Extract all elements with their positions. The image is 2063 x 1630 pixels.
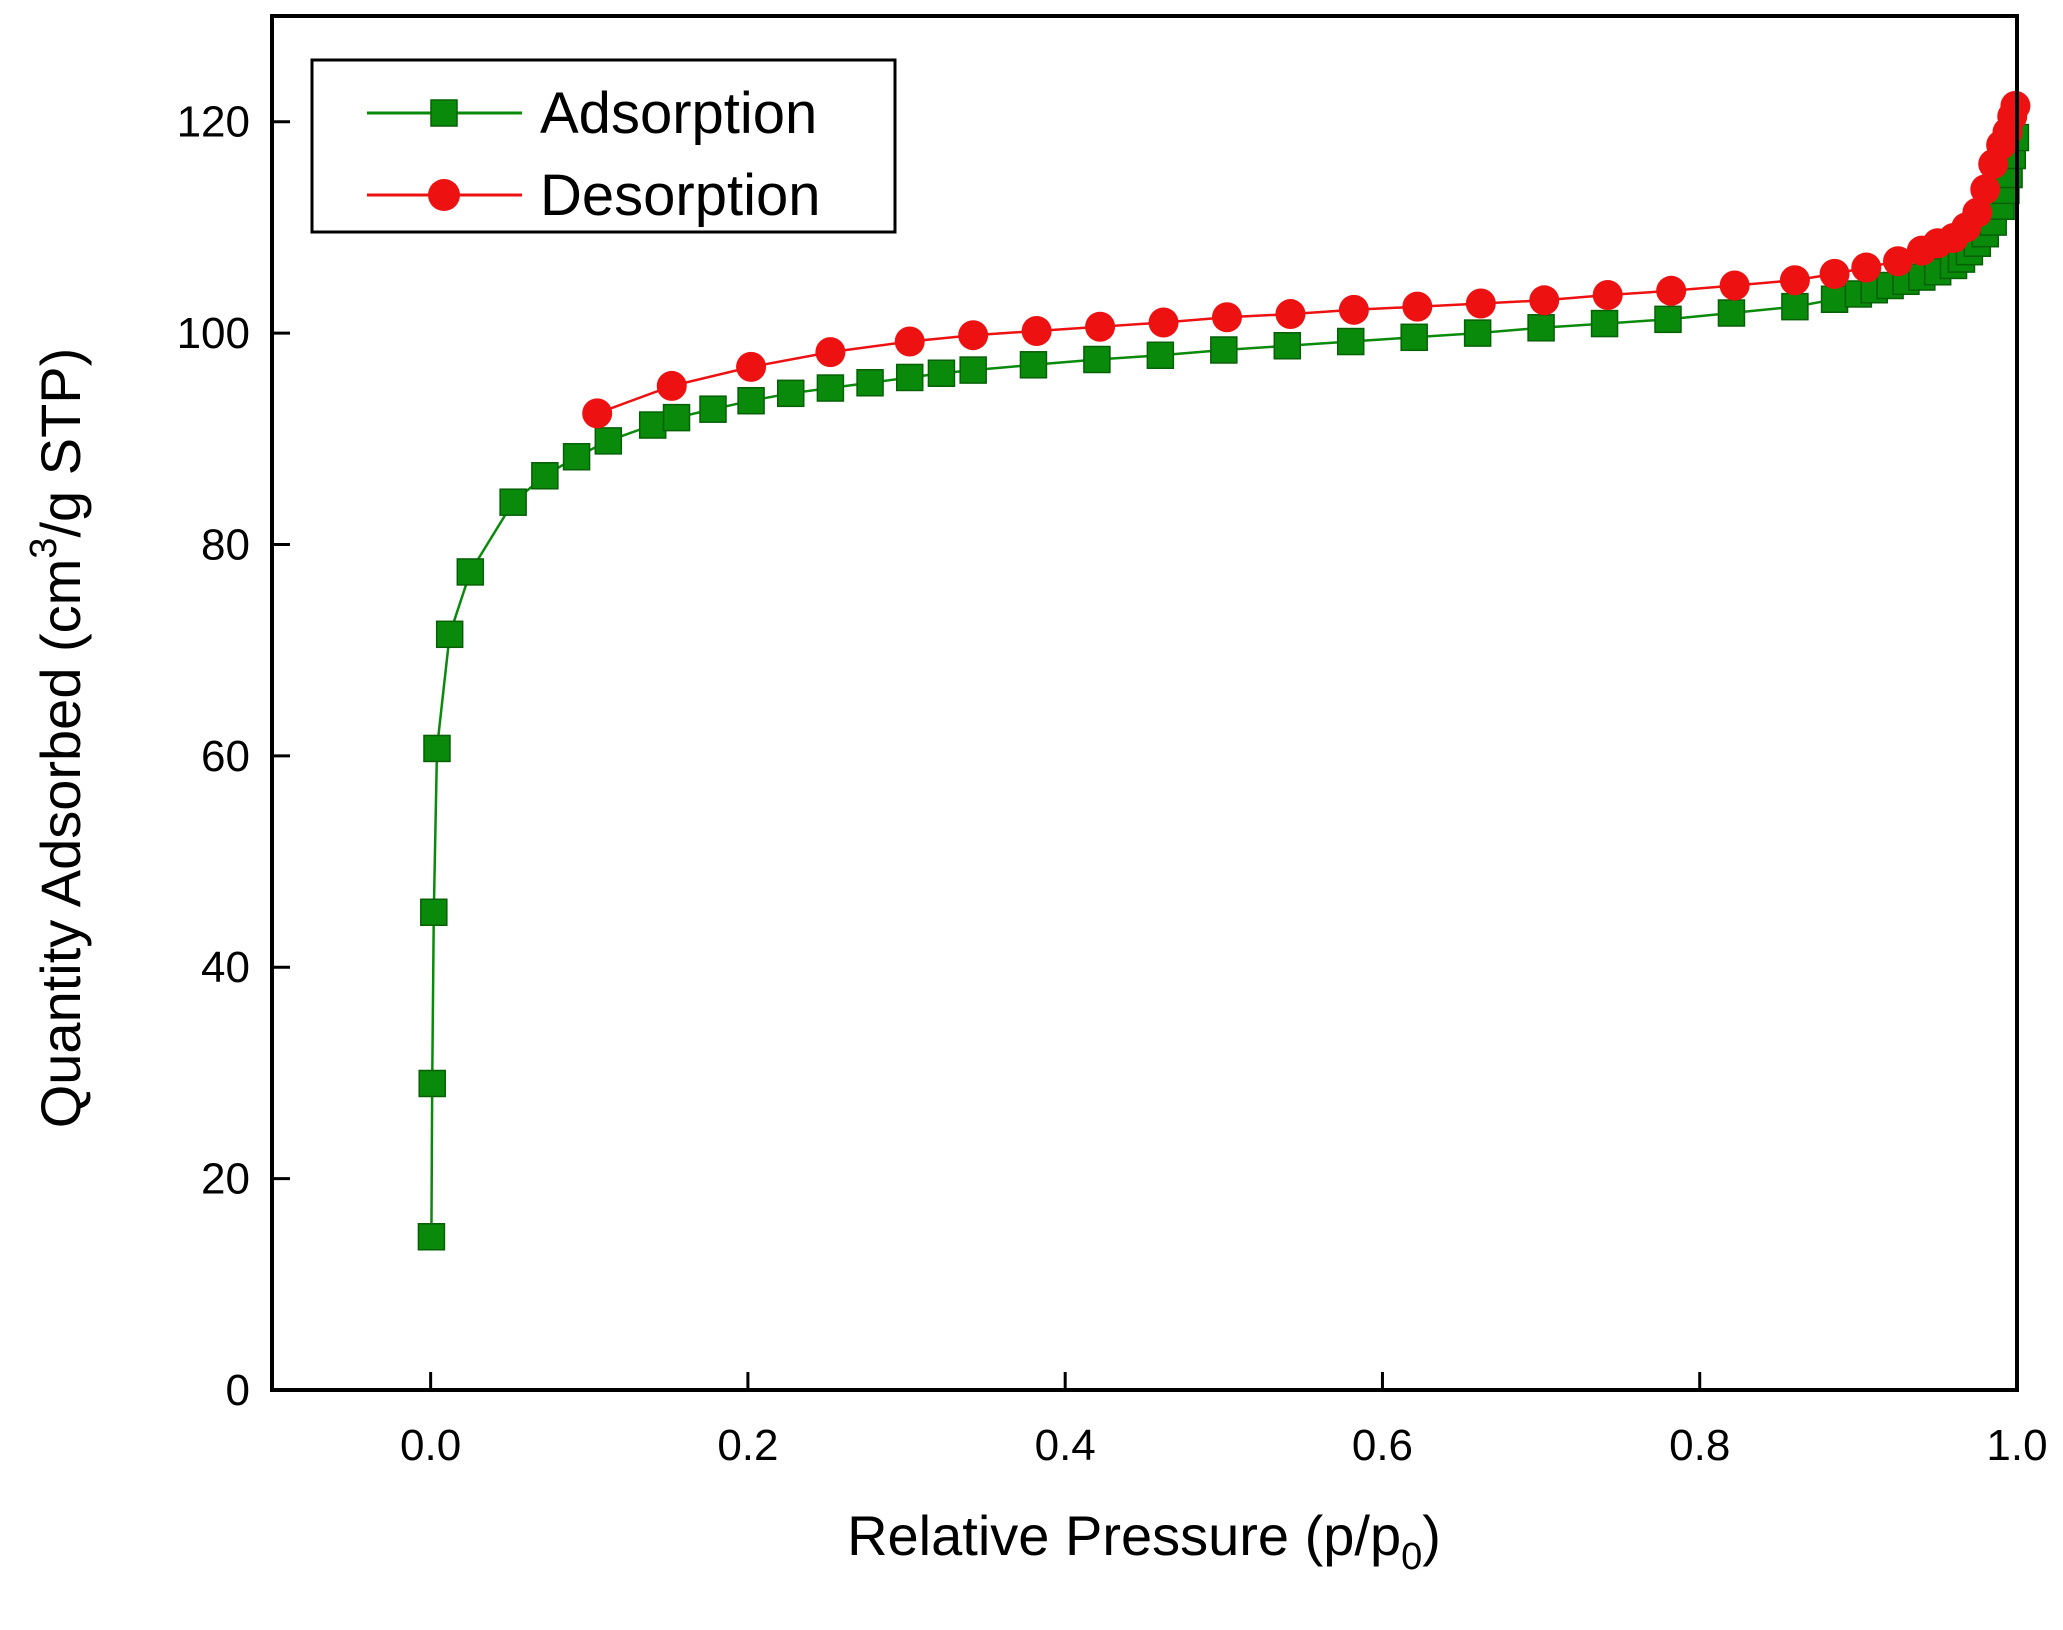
desorption-point — [1211, 302, 1242, 333]
adsorption-point — [1400, 323, 1428, 352]
desorption-point — [1656, 275, 1687, 306]
adsorption-point — [1146, 341, 1175, 370]
legend-adsorption-marker — [430, 99, 458, 127]
legend-desorption-label: Desorption — [540, 163, 820, 228]
desorption-point — [1085, 311, 1116, 342]
legend-desorption-marker — [428, 179, 460, 211]
x-tick-label: 0.4 — [1035, 1421, 1096, 1470]
adsorption-point — [895, 363, 924, 392]
adsorption-point — [1717, 299, 1746, 327]
adsorption-point — [1083, 345, 1111, 374]
adsorption-point — [1781, 292, 1809, 321]
adsorption-point — [499, 488, 527, 516]
adsorption-point — [1590, 309, 1619, 338]
adsorption-point — [418, 1069, 446, 1098]
adsorption-point — [417, 1222, 446, 1251]
adsorption-point — [1463, 319, 1492, 347]
adsorption-point — [662, 403, 691, 432]
desorption-point — [1883, 246, 1914, 277]
legend-box — [310, 58, 897, 234]
desorption-point — [1851, 252, 1882, 283]
adsorption-point — [776, 379, 805, 408]
desorption-point — [1021, 315, 1052, 346]
adsorption-point — [435, 620, 464, 649]
desorption-point — [1592, 280, 1623, 311]
y-tick-label: 120 — [177, 98, 250, 147]
y-tick-label: 40 — [201, 943, 250, 992]
desorption-point — [1978, 148, 2009, 179]
plot-frame — [270, 14, 2019, 1392]
desorption-point — [1465, 288, 1496, 319]
legend-adsorption-label: Adsorption — [540, 81, 817, 146]
axes-layer: 0.0 0.2 0.4 0.6 0.8 1.0 0 20 40 60 80 100 120 — [177, 98, 2048, 1470]
adsorption-point — [420, 898, 448, 927]
y-axis-title: Quantity Adsorbed (cm3/g STP) — [23, 348, 92, 1129]
y-tick-label: 80 — [201, 520, 250, 569]
desorption-point — [1148, 307, 1179, 338]
x-tick-label: 0.8 — [1669, 1421, 1730, 1470]
desorption-point — [1970, 174, 2001, 205]
adsorption-point — [562, 442, 591, 471]
desorption-point — [736, 351, 767, 382]
adsorption-point — [1273, 332, 1302, 360]
x-tick-label: 0.2 — [717, 1421, 778, 1470]
adsorption-point — [856, 369, 884, 397]
adsorption-point — [531, 462, 559, 490]
adsorption-point — [1210, 336, 1238, 364]
x-tick-label: 0.0 — [400, 1421, 461, 1470]
desorption-point — [1338, 294, 1369, 325]
desorption-point — [1529, 285, 1560, 316]
series-layer — [417, 90, 2031, 1251]
adsorption-point — [1654, 305, 1682, 334]
adsorption-point — [959, 356, 987, 384]
desorption-point — [1906, 235, 1937, 266]
adsorption-point — [1336, 327, 1365, 356]
desorption-point — [894, 326, 925, 357]
desorption-point — [1402, 291, 1433, 322]
adsorption-point — [423, 734, 451, 763]
desorption-point — [1719, 270, 1750, 301]
desorption-point — [1819, 258, 1850, 289]
adsorption-point — [699, 395, 727, 423]
desorption-point — [1779, 265, 1810, 296]
desorption-point — [656, 370, 687, 401]
adsorption-point — [638, 411, 667, 439]
legend: Adsorption Desorption — [310, 58, 897, 234]
x-tick-label: 0.6 — [1352, 1421, 1413, 1470]
x-axis-title: Relative Pressure (p/p0) — [847, 1504, 1441, 1578]
adsorption-point — [927, 359, 956, 387]
y-tick-label: 100 — [177, 309, 250, 358]
adsorption-point — [1527, 314, 1555, 342]
x-tick-label: 1.0 — [1986, 1421, 2047, 1470]
adsorption-point — [594, 427, 623, 455]
adsorption-point — [1019, 351, 1048, 379]
desorption-point — [815, 337, 846, 368]
adsorption-point — [456, 558, 485, 586]
y-tick-label: 60 — [201, 732, 250, 781]
y-tick-label: 0 — [226, 1366, 250, 1415]
desorption-point — [958, 320, 989, 351]
y-tick-label: 20 — [201, 1155, 250, 1204]
adsorption-point — [1820, 285, 1849, 314]
desorption-point — [1275, 299, 1306, 330]
adsorption-point — [737, 386, 765, 415]
desorption-point — [582, 398, 613, 429]
adsorption-point — [816, 374, 845, 402]
